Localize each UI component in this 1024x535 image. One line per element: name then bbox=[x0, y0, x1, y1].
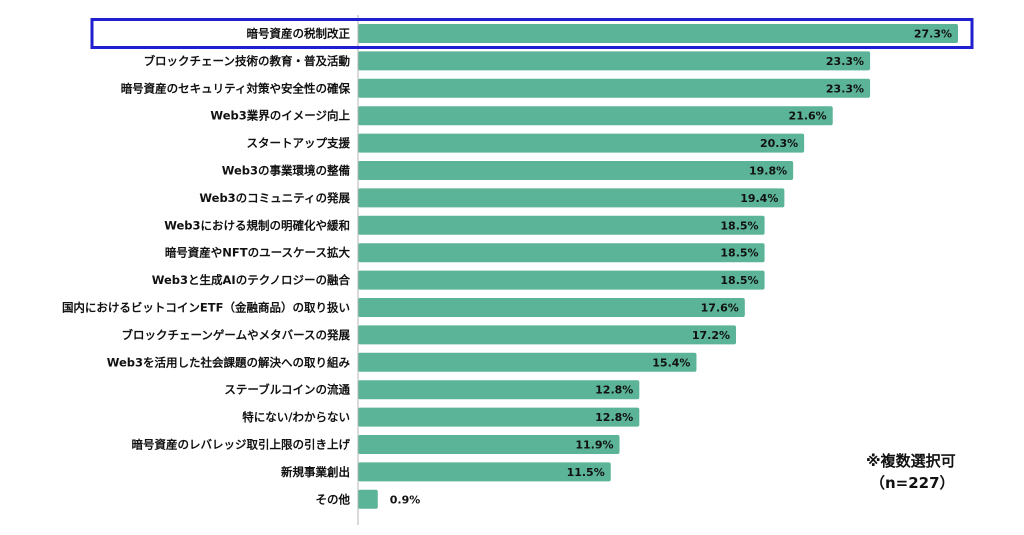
value-label: 19.4% bbox=[740, 192, 778, 205]
category-label: Web3のコミュニティの発展 bbox=[199, 191, 350, 205]
bar bbox=[358, 106, 833, 126]
bar bbox=[358, 435, 620, 454]
category-label: その他 bbox=[316, 492, 351, 506]
bar bbox=[358, 407, 640, 427]
value-label: 23.3% bbox=[826, 82, 864, 95]
bar bbox=[358, 489, 378, 509]
bar bbox=[358, 380, 640, 400]
value-label: 11.9% bbox=[575, 439, 613, 452]
bar bbox=[358, 188, 785, 208]
category-label: 暗号資産のレバレッジ取引上限の引き上げ bbox=[132, 438, 351, 452]
category-label: Web3と生成AIのテクノロジーの融合 bbox=[152, 273, 351, 287]
value-label: 18.5% bbox=[720, 274, 758, 287]
value-label: 12.8% bbox=[595, 411, 633, 424]
category-label: 暗号資産の税制改正 bbox=[247, 27, 351, 41]
bar bbox=[358, 24, 958, 43]
bar bbox=[358, 462, 611, 482]
value-label: 20.3% bbox=[760, 137, 798, 150]
category-label: 国内におけるビットコインETF（金融商品）の取り扱い bbox=[62, 301, 350, 315]
category-label: Web3を活用した社会課題の解決への取り組み bbox=[107, 355, 351, 369]
bar bbox=[358, 325, 737, 345]
value-label: 11.5% bbox=[567, 466, 605, 479]
value-label: 19.8% bbox=[749, 165, 787, 178]
category-label: 暗号資産のセキュリティ対策や安全性の確保 bbox=[121, 81, 351, 95]
category-label: ステーブルコインの流通 bbox=[224, 383, 350, 397]
category-label: 特にない/わからない bbox=[242, 410, 350, 424]
bar bbox=[358, 51, 871, 71]
category-label: ブロックチェーン技術の教育・普及活動 bbox=[144, 54, 351, 68]
bar bbox=[358, 270, 765, 290]
bar bbox=[358, 133, 805, 153]
note-multiple-choice: ※複数選択可 bbox=[866, 452, 956, 470]
bar bbox=[358, 161, 794, 180]
bar bbox=[358, 298, 745, 317]
value-label: 17.2% bbox=[692, 329, 730, 342]
value-label: 12.8% bbox=[595, 384, 633, 397]
value-label: 21.6% bbox=[789, 110, 827, 123]
category-label: 新規事業創出 bbox=[281, 465, 350, 479]
note-sample-size: （n=227） bbox=[870, 474, 955, 492]
category-label: スタートアップ支援 bbox=[247, 136, 351, 150]
value-label: 27.3% bbox=[914, 28, 952, 41]
value-label: 15.4% bbox=[652, 356, 690, 369]
bar bbox=[358, 215, 765, 235]
bar bbox=[358, 243, 765, 263]
category-label: Web3業界のイメージ向上 bbox=[210, 109, 350, 123]
value-label: 18.5% bbox=[720, 247, 758, 260]
bar bbox=[358, 352, 697, 372]
value-label: 0.9% bbox=[390, 493, 421, 506]
category-label: Web3における規制の明確化や緩和 bbox=[164, 218, 350, 232]
value-label: 17.6% bbox=[701, 302, 739, 315]
value-label: 18.5% bbox=[720, 219, 758, 232]
category-label: 暗号資産やNFTのユースケース拡大 bbox=[165, 246, 351, 260]
category-label: ブロックチェーンゲームやメタバースの発展 bbox=[121, 328, 350, 342]
bar bbox=[358, 78, 871, 98]
value-label: 23.3% bbox=[826, 55, 864, 68]
category-label: Web3の事業環境の整備 bbox=[222, 164, 351, 178]
highlight-box bbox=[90, 18, 974, 49]
